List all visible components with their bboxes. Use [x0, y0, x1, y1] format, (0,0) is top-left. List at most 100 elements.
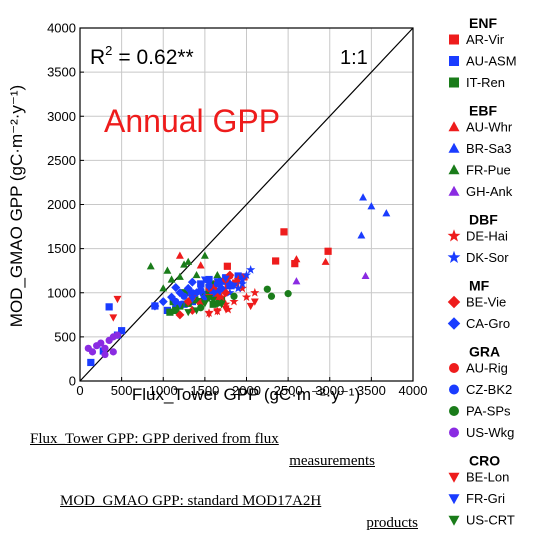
legend-marker: [448, 185, 460, 196]
data-point: [166, 308, 174, 316]
data-point: [246, 302, 255, 311]
footnote-mod-gmao: MOD_GMAO GPP: standard MOD17A2H products: [60, 490, 418, 534]
footnote-gmao-line1: MOD_GMAO GPP: standard MOD17A2H: [60, 493, 322, 509]
series-ar-vir: [213, 228, 332, 290]
data-point: [382, 209, 391, 217]
legend-entry-label: PA-SPs: [466, 404, 511, 419]
data-point: [223, 304, 233, 314]
y-tick-label: 500: [54, 329, 76, 344]
series-fr-gri: [175, 275, 238, 309]
data-point: [221, 275, 230, 283]
data-point: [209, 296, 218, 304]
data-point: [188, 289, 196, 297]
legend-entry-label: AR-Vir: [466, 32, 505, 47]
y-tick-label: 3500: [47, 65, 76, 80]
data-point: [237, 283, 247, 293]
x-tick-label: 4000: [399, 383, 428, 398]
x-tick-label: 0: [76, 383, 83, 398]
data-point: [213, 308, 222, 316]
data-point: [321, 257, 330, 265]
data-point: [118, 327, 126, 335]
footnote-flux-tower: Flux_Tower GPP: GPP derived from flux me…: [30, 428, 375, 472]
data-point: [175, 301, 184, 309]
series-au-whr: [175, 251, 330, 269]
legend-marker: [448, 142, 460, 153]
data-point: [357, 231, 366, 239]
data-point: [267, 292, 276, 300]
data-point: [229, 296, 239, 306]
data-point: [200, 300, 209, 308]
data-point: [172, 306, 180, 314]
legend-marker: [449, 34, 459, 45]
series-gh-ank: [292, 271, 370, 285]
data-point: [217, 301, 226, 309]
data-point: [158, 297, 168, 307]
grid-lines: [80, 28, 413, 381]
legend-entry-label: BR-Sa3: [466, 141, 512, 156]
data-point: [113, 331, 122, 339]
data-point: [180, 292, 188, 300]
data-point: [205, 310, 213, 319]
x-tick-label: 1500: [190, 383, 219, 398]
data-point: [216, 292, 227, 302]
legend-marker: [448, 121, 460, 132]
legend-entry-label: FR-Gri: [466, 491, 505, 506]
legend-entry-label: US-Wkg: [466, 425, 514, 440]
data-point: [200, 251, 209, 259]
y-tick-label: 3000: [47, 109, 76, 124]
data-point: [250, 287, 260, 297]
y-tick-label: 1500: [47, 241, 76, 256]
data-point: [167, 275, 176, 283]
data-point: [213, 270, 222, 279]
legend-entry-label: DE-Hai: [466, 229, 508, 244]
data-point: [101, 344, 109, 352]
data-point: [205, 275, 213, 284]
legend-marker: [448, 515, 460, 526]
data-point: [175, 251, 184, 259]
data-point: [175, 272, 184, 280]
data-point: [180, 260, 189, 268]
legend-entry-label: CA-Gro: [466, 316, 510, 331]
data-point: [192, 270, 201, 279]
data-point: [213, 288, 221, 296]
data-point: [175, 310, 185, 320]
one-to-one-line: [79, 27, 414, 382]
legend-marker: [447, 250, 461, 263]
legend-entry-label: US-CRT: [466, 513, 515, 528]
legend-entry-label: IT-Ren: [466, 75, 505, 90]
data-point: [188, 295, 197, 304]
data-point: [292, 277, 301, 285]
data-point: [237, 279, 247, 288]
data-point: [233, 283, 243, 293]
data-point: [359, 193, 368, 201]
data-point: [101, 350, 109, 359]
data-point: [105, 303, 113, 311]
data-point: [233, 274, 243, 284]
axis-ticks: 0 500 1000 1500 2000 2500 3000 3500 4000 0 500 1000…: [47, 21, 427, 399]
data-point: [284, 290, 292, 298]
data-point: [87, 358, 95, 367]
legend-marker: [448, 472, 460, 483]
legend-entry-label: AU-Whr: [466, 120, 513, 135]
data-point: [280, 228, 288, 236]
data-point: [291, 260, 299, 268]
data-point: [240, 273, 248, 281]
data-point: [180, 300, 188, 308]
x-tick-label: 2500: [274, 383, 303, 398]
data-point: [241, 292, 252, 302]
legend-entry-label: FR-Pue: [466, 163, 511, 178]
footnote-flux-line2: measurements: [289, 453, 375, 469]
legend-group-title: EBF: [469, 103, 497, 119]
data-point: [197, 280, 205, 288]
data-point: [150, 301, 160, 311]
data-points: [84, 193, 391, 367]
data-point: [97, 339, 105, 347]
series-fr-pue: [146, 251, 222, 292]
data-point: [184, 309, 193, 317]
series-dk-sor: [225, 264, 256, 297]
data-point: [187, 277, 197, 287]
data-point: [223, 262, 231, 270]
data-point: [221, 299, 231, 309]
